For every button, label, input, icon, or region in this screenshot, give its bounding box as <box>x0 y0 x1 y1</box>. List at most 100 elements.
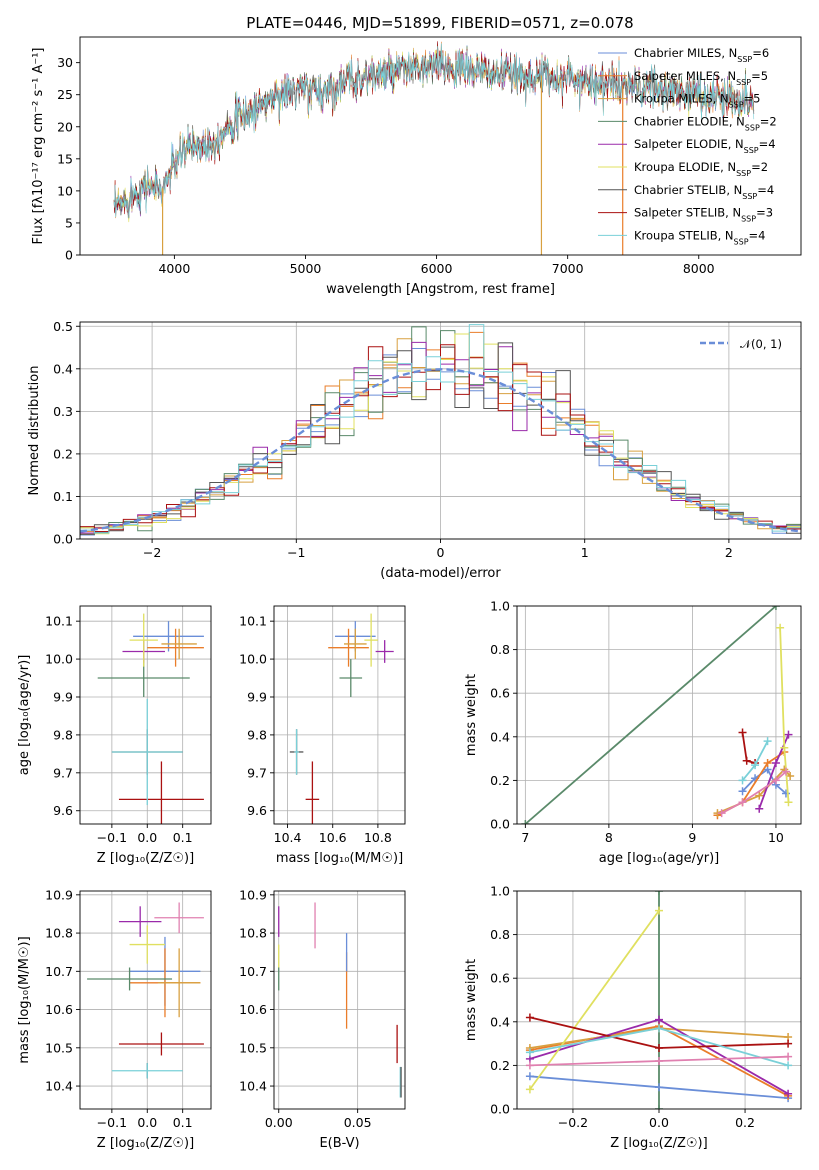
y-tick-label: 10.6 <box>239 1002 267 1017</box>
y-tick-label: 5 <box>65 215 73 230</box>
weight-series <box>776 623 793 807</box>
x-tick-label: 7 <box>521 830 529 845</box>
weight-line <box>717 768 791 814</box>
axes-weight_vs_age: 7 8 9 10 0.0 0.2 0.4 0.6 0.8 1.0 age [log₁₀(age/yr… <box>464 599 802 866</box>
legend-label: Chabrier ELODIE, NSSP=2 <box>634 114 777 131</box>
weight-series <box>525 1072 793 1103</box>
y-tick-label: 9.6 <box>247 803 267 818</box>
legend-label: Kroupa ELODIE, NSSP=2 <box>634 160 768 178</box>
weight-marker <box>784 798 793 807</box>
y-tick-label: 10 <box>57 183 73 198</box>
weight-marker <box>525 1061 534 1070</box>
weight-series <box>738 728 760 767</box>
errorbar-point <box>154 902 204 934</box>
y-axis-label: mass [log₁₀(M/M☉)] <box>17 936 32 1063</box>
y-tick-label: 20 <box>57 119 73 134</box>
weight-marker <box>738 728 747 737</box>
weight-marker <box>780 743 789 752</box>
plot-area-mass_vs_Z <box>87 902 204 1079</box>
y-tick-label: 9.7 <box>53 765 73 780</box>
weight-series <box>717 767 790 818</box>
y-tick-label: 0.6 <box>490 971 510 986</box>
y-tick-label: 10.1 <box>45 614 73 629</box>
weight-marker <box>784 1061 793 1070</box>
x-tick-label: 0.05 <box>344 1115 372 1130</box>
y-tick-label: 10.5 <box>45 1040 73 1055</box>
errorbar-point <box>129 613 158 667</box>
errorbar-point <box>118 1032 204 1056</box>
weight-marker <box>655 1057 663 1066</box>
y-tick-label: 0.1 <box>53 489 73 504</box>
weight-marker <box>784 1039 793 1048</box>
y-tick-label: 10.4 <box>45 1079 73 1094</box>
y-tick-label: 10.0 <box>45 652 73 667</box>
weight-marker <box>771 776 780 785</box>
errorbar-point <box>111 698 183 806</box>
weight-marker <box>776 623 785 632</box>
x-tick-label: 7000 <box>552 261 584 276</box>
legend: 𝒩(0, 1) <box>700 337 782 351</box>
weight-marker <box>655 906 663 915</box>
weight-series <box>525 1052 793 1070</box>
y-tick-label: 25 <box>57 87 73 102</box>
y-axis-label: Normed distribution <box>27 366 42 496</box>
x-tick-label: 8 <box>605 830 613 845</box>
plot-area-age_vs_mass <box>289 613 394 824</box>
x-tick-label: −0.1 <box>97 830 127 845</box>
weight-marker <box>525 1048 534 1057</box>
x-tick-label: 0.2 <box>735 1115 755 1130</box>
weight-line <box>529 910 660 1090</box>
x-tick-label: 6000 <box>421 261 453 276</box>
errorbar-point <box>87 967 173 991</box>
errorbar-point <box>111 1063 183 1079</box>
errorbar-point <box>344 628 367 660</box>
errorbar-point <box>305 761 320 824</box>
x-axis-label: Z [log₁₀(Z/Z☉)] <box>610 1136 707 1151</box>
axes-frame <box>79 890 212 1110</box>
y-tick-label: 30 <box>57 55 73 70</box>
legend-label: Chabrier STELIB, NSSP=4 <box>634 183 774 201</box>
x-tick-label: 8000 <box>683 261 715 276</box>
x-axis-label: E(B-V) <box>319 1136 359 1151</box>
weight-marker <box>784 1052 793 1061</box>
weight-marker <box>771 758 780 767</box>
y-tick-label: 9.9 <box>247 689 267 704</box>
legend: Chabrier MILES, NSSP=6 Salpeter MILES, NS… <box>598 46 777 246</box>
x-tick-label: −2 <box>143 545 161 560</box>
weight-marker <box>525 1072 534 1081</box>
plot-area-residuals <box>80 324 801 536</box>
plot-area-spectrum <box>113 41 755 255</box>
x-axis-label: Z [log₁₀(Z/Z☉)] <box>97 851 194 866</box>
errorbar-point <box>129 925 165 964</box>
figure-title: PLATE=0446, MJD=51899, FIBERID=0571, z=0… <box>246 14 633 32</box>
legend-label: Salpeter STELIB, NSSP=3 <box>634 206 773 224</box>
x-tick-label: −1 <box>287 545 305 560</box>
weight-marker <box>755 804 764 813</box>
x-tick-label: 1 <box>581 545 589 560</box>
y-tick-label: 10.9 <box>239 887 267 902</box>
x-axis-label: Z [log₁₀(Z/Z☉)] <box>97 1136 194 1151</box>
weight-marker <box>655 891 663 895</box>
weight-series <box>525 1024 793 1070</box>
x-tick-label: 10.4 <box>274 830 302 845</box>
y-tick-label: 0.6 <box>490 686 510 701</box>
y-tick-label: 0.8 <box>490 642 510 657</box>
y-tick-label: 0 <box>65 248 73 263</box>
weight-series <box>655 891 663 1109</box>
y-tick-label: 0.2 <box>490 773 510 788</box>
weight-marker <box>763 737 772 746</box>
errorbar-point <box>328 628 369 667</box>
y-tick-label: 10.7 <box>239 964 267 979</box>
x-tick-label: 2 <box>725 545 733 560</box>
y-tick-label: 9.7 <box>247 765 267 780</box>
legend-label: Salpeter ELODIE, NSSP=4 <box>634 137 776 155</box>
weight-marker <box>771 606 780 610</box>
weight-marker <box>738 787 747 796</box>
y-tick-label: 9.8 <box>247 727 267 742</box>
weight-marker <box>738 798 747 807</box>
y-tick-label: 10.8 <box>45 926 73 941</box>
weight-series <box>521 606 780 824</box>
x-tick-label: 0.1 <box>173 1115 193 1130</box>
y-tick-label: 9.9 <box>53 689 73 704</box>
y-tick-label: 0.4 <box>490 729 510 744</box>
